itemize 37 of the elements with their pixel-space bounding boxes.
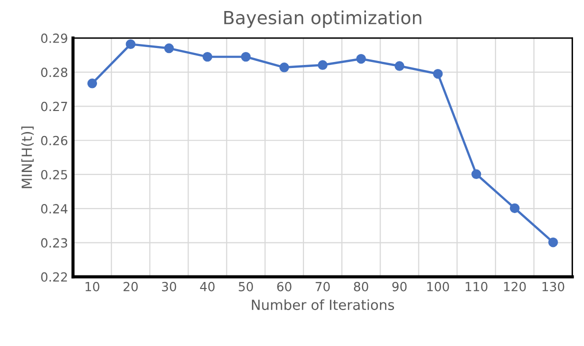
point <box>318 60 328 70</box>
y-tick-label: 0.27 <box>41 102 68 112</box>
x-tick-label: 30 <box>162 282 176 292</box>
x-tick-label: 60 <box>277 282 292 292</box>
chart-title: Bayesian optimization <box>224 10 422 28</box>
point <box>394 61 404 71</box>
x-tick-label: 80 <box>354 282 368 292</box>
x-tick-label: 90 <box>392 282 407 292</box>
x-tick-label: 10 <box>86 282 100 292</box>
point <box>240 52 251 62</box>
point <box>471 169 482 180</box>
y-axis-title: MIN[H(t)] <box>21 126 34 188</box>
x-tick-label: 100 <box>427 282 449 292</box>
point <box>433 69 443 79</box>
x-tick-label: 20 <box>124 282 138 292</box>
point <box>510 203 520 214</box>
y-tick-label: 0.29 <box>41 34 68 43</box>
x-tick-label: 130 <box>542 282 564 292</box>
x-tick-label: 110 <box>466 282 488 292</box>
y-tick-label: 0.23 <box>41 238 68 248</box>
point <box>279 62 290 72</box>
y-tick-label: 0.22 <box>41 272 67 282</box>
x-tick-label: 70 <box>316 282 330 292</box>
point <box>164 43 174 54</box>
x-tick-label: 40 <box>200 282 215 292</box>
point <box>87 78 98 88</box>
y-tick-label: 0.28 <box>41 68 68 78</box>
point <box>202 52 212 62</box>
point <box>126 39 136 50</box>
point <box>356 54 366 64</box>
y-tick-label: 0.25 <box>41 170 68 180</box>
y-tick-label: 0.26 <box>41 136 68 146</box>
x-axis-title: Number of Iterations <box>252 299 394 310</box>
x-tick-label: 120 <box>504 282 526 292</box>
point <box>548 237 558 248</box>
x-tick-label: 50 <box>238 282 253 292</box>
y-tick-label: 0.24 <box>41 204 68 214</box>
